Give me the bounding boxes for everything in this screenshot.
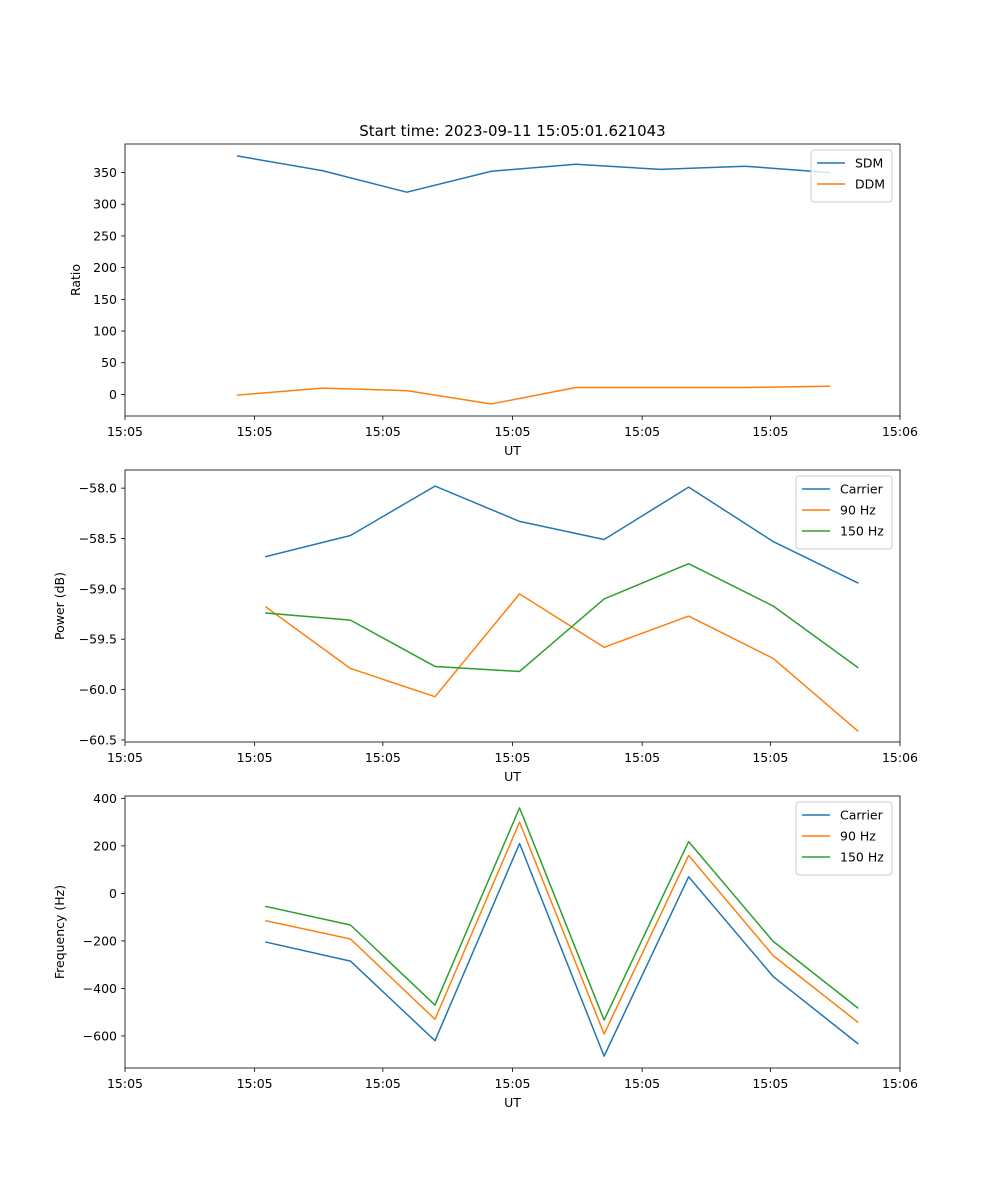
- series-line-ddm: [236, 385, 831, 405]
- x-tick-label: 15:05: [494, 1076, 530, 1091]
- series-line-90-hz: [264, 593, 859, 732]
- x-tick-label: 15:05: [237, 424, 273, 439]
- x-tick-label: 15:05: [624, 1076, 660, 1091]
- x-tick-label: 15:05: [365, 1076, 401, 1091]
- y-tick-label: −58.5: [79, 531, 117, 546]
- chart-panel-3: 15:05 15:05 15:05 15:05 15:05 15:05 15:06 400 20…: [52, 791, 918, 1110]
- legend: SDM DDM: [810, 149, 893, 203]
- series-line-carrier: [265, 485, 859, 584]
- x-tick-label: 15:05: [752, 750, 788, 765]
- legend-entry: 90 Hz: [840, 829, 876, 844]
- y-tick-label: −200: [83, 933, 117, 948]
- y-tick-label: 0: [109, 387, 117, 402]
- x-tick-label: 15:05: [237, 1076, 273, 1091]
- legend-entry: 90 Hz: [840, 503, 876, 518]
- legend-entry: 150 Hz: [840, 524, 884, 539]
- legend-entry: Carrier: [840, 482, 884, 497]
- y-tick-label: −58.0: [79, 481, 117, 496]
- y-tick-label: −59.0: [79, 581, 117, 596]
- x-axis-label: UT: [504, 1095, 521, 1110]
- x-axis-label: UT: [504, 443, 521, 458]
- y-axis-label: Ratio: [68, 264, 83, 296]
- chart-panel-2: 15:05 15:05 15:05 15:05 15:05 15:05 15:06 −58.0…: [52, 469, 918, 784]
- legend-entry: Carrier: [840, 808, 884, 823]
- y-axis-label: Power (dB): [52, 572, 67, 640]
- series-line-carrier: [265, 842, 859, 1057]
- x-axis-label: UT: [504, 769, 521, 784]
- legend-entry: DDM: [855, 177, 885, 192]
- x-tick-label: 15:05: [107, 750, 143, 765]
- y-tick-label: −60.0: [79, 682, 117, 697]
- series-line-90-hz: [265, 821, 859, 1035]
- x-tick-label: 15:05: [365, 424, 401, 439]
- y-tick-label: 400: [93, 791, 117, 806]
- legend-entry: 150 Hz: [840, 850, 884, 865]
- x-tick-label: 15:06: [882, 1076, 918, 1091]
- x-tick-label: 15:05: [107, 1076, 143, 1091]
- y-tick-label: 0: [109, 886, 117, 901]
- legend: Carrier 90 Hz 150 Hz: [795, 801, 893, 876]
- y-tick-label: 200: [93, 838, 117, 853]
- chart-panel-1: 15:05 15:05 15:05 15:05 15:05 15:05 15:06 0 50 10…: [68, 143, 918, 458]
- x-tick-label: 15:06: [882, 750, 918, 765]
- x-tick-label: 15:05: [624, 424, 660, 439]
- x-tick-label: 15:05: [624, 750, 660, 765]
- y-tick-label: 100: [93, 324, 117, 339]
- legend-entry: SDM: [855, 156, 883, 171]
- x-tick-label: 15:05: [494, 750, 530, 765]
- y-tick-label: −600: [83, 1028, 117, 1043]
- x-tick-label: 15:05: [365, 750, 401, 765]
- y-tick-label: 350: [93, 165, 117, 180]
- y-axis-label: Frequency (Hz): [52, 885, 67, 979]
- x-tick-label: 15:05: [494, 424, 530, 439]
- y-tick-label: 50: [101, 355, 117, 370]
- y-tick-label: 150: [93, 292, 117, 307]
- y-tick-label: −59.5: [79, 632, 117, 647]
- x-tick-label: 15:06: [882, 424, 918, 439]
- x-tick-label: 15:05: [752, 1076, 788, 1091]
- x-tick-label: 15:05: [107, 424, 143, 439]
- legend: Carrier 90 Hz 150 Hz: [795, 475, 893, 550]
- series-line-150-hz: [265, 562, 859, 673]
- y-tick-label: 200: [93, 260, 117, 275]
- x-tick-label: 15:05: [237, 750, 273, 765]
- y-tick-label: −400: [83, 981, 117, 996]
- figure-title: Start time: 2023-09-11 15:05:01.621043: [359, 122, 665, 140]
- y-tick-label: −60.5: [79, 732, 117, 747]
- series-line-150-hz: [265, 807, 859, 1021]
- y-tick-label: 250: [93, 228, 117, 243]
- series-line-sdm: [236, 155, 831, 193]
- x-tick-label: 15:05: [752, 424, 788, 439]
- y-tick-label: 300: [93, 197, 117, 212]
